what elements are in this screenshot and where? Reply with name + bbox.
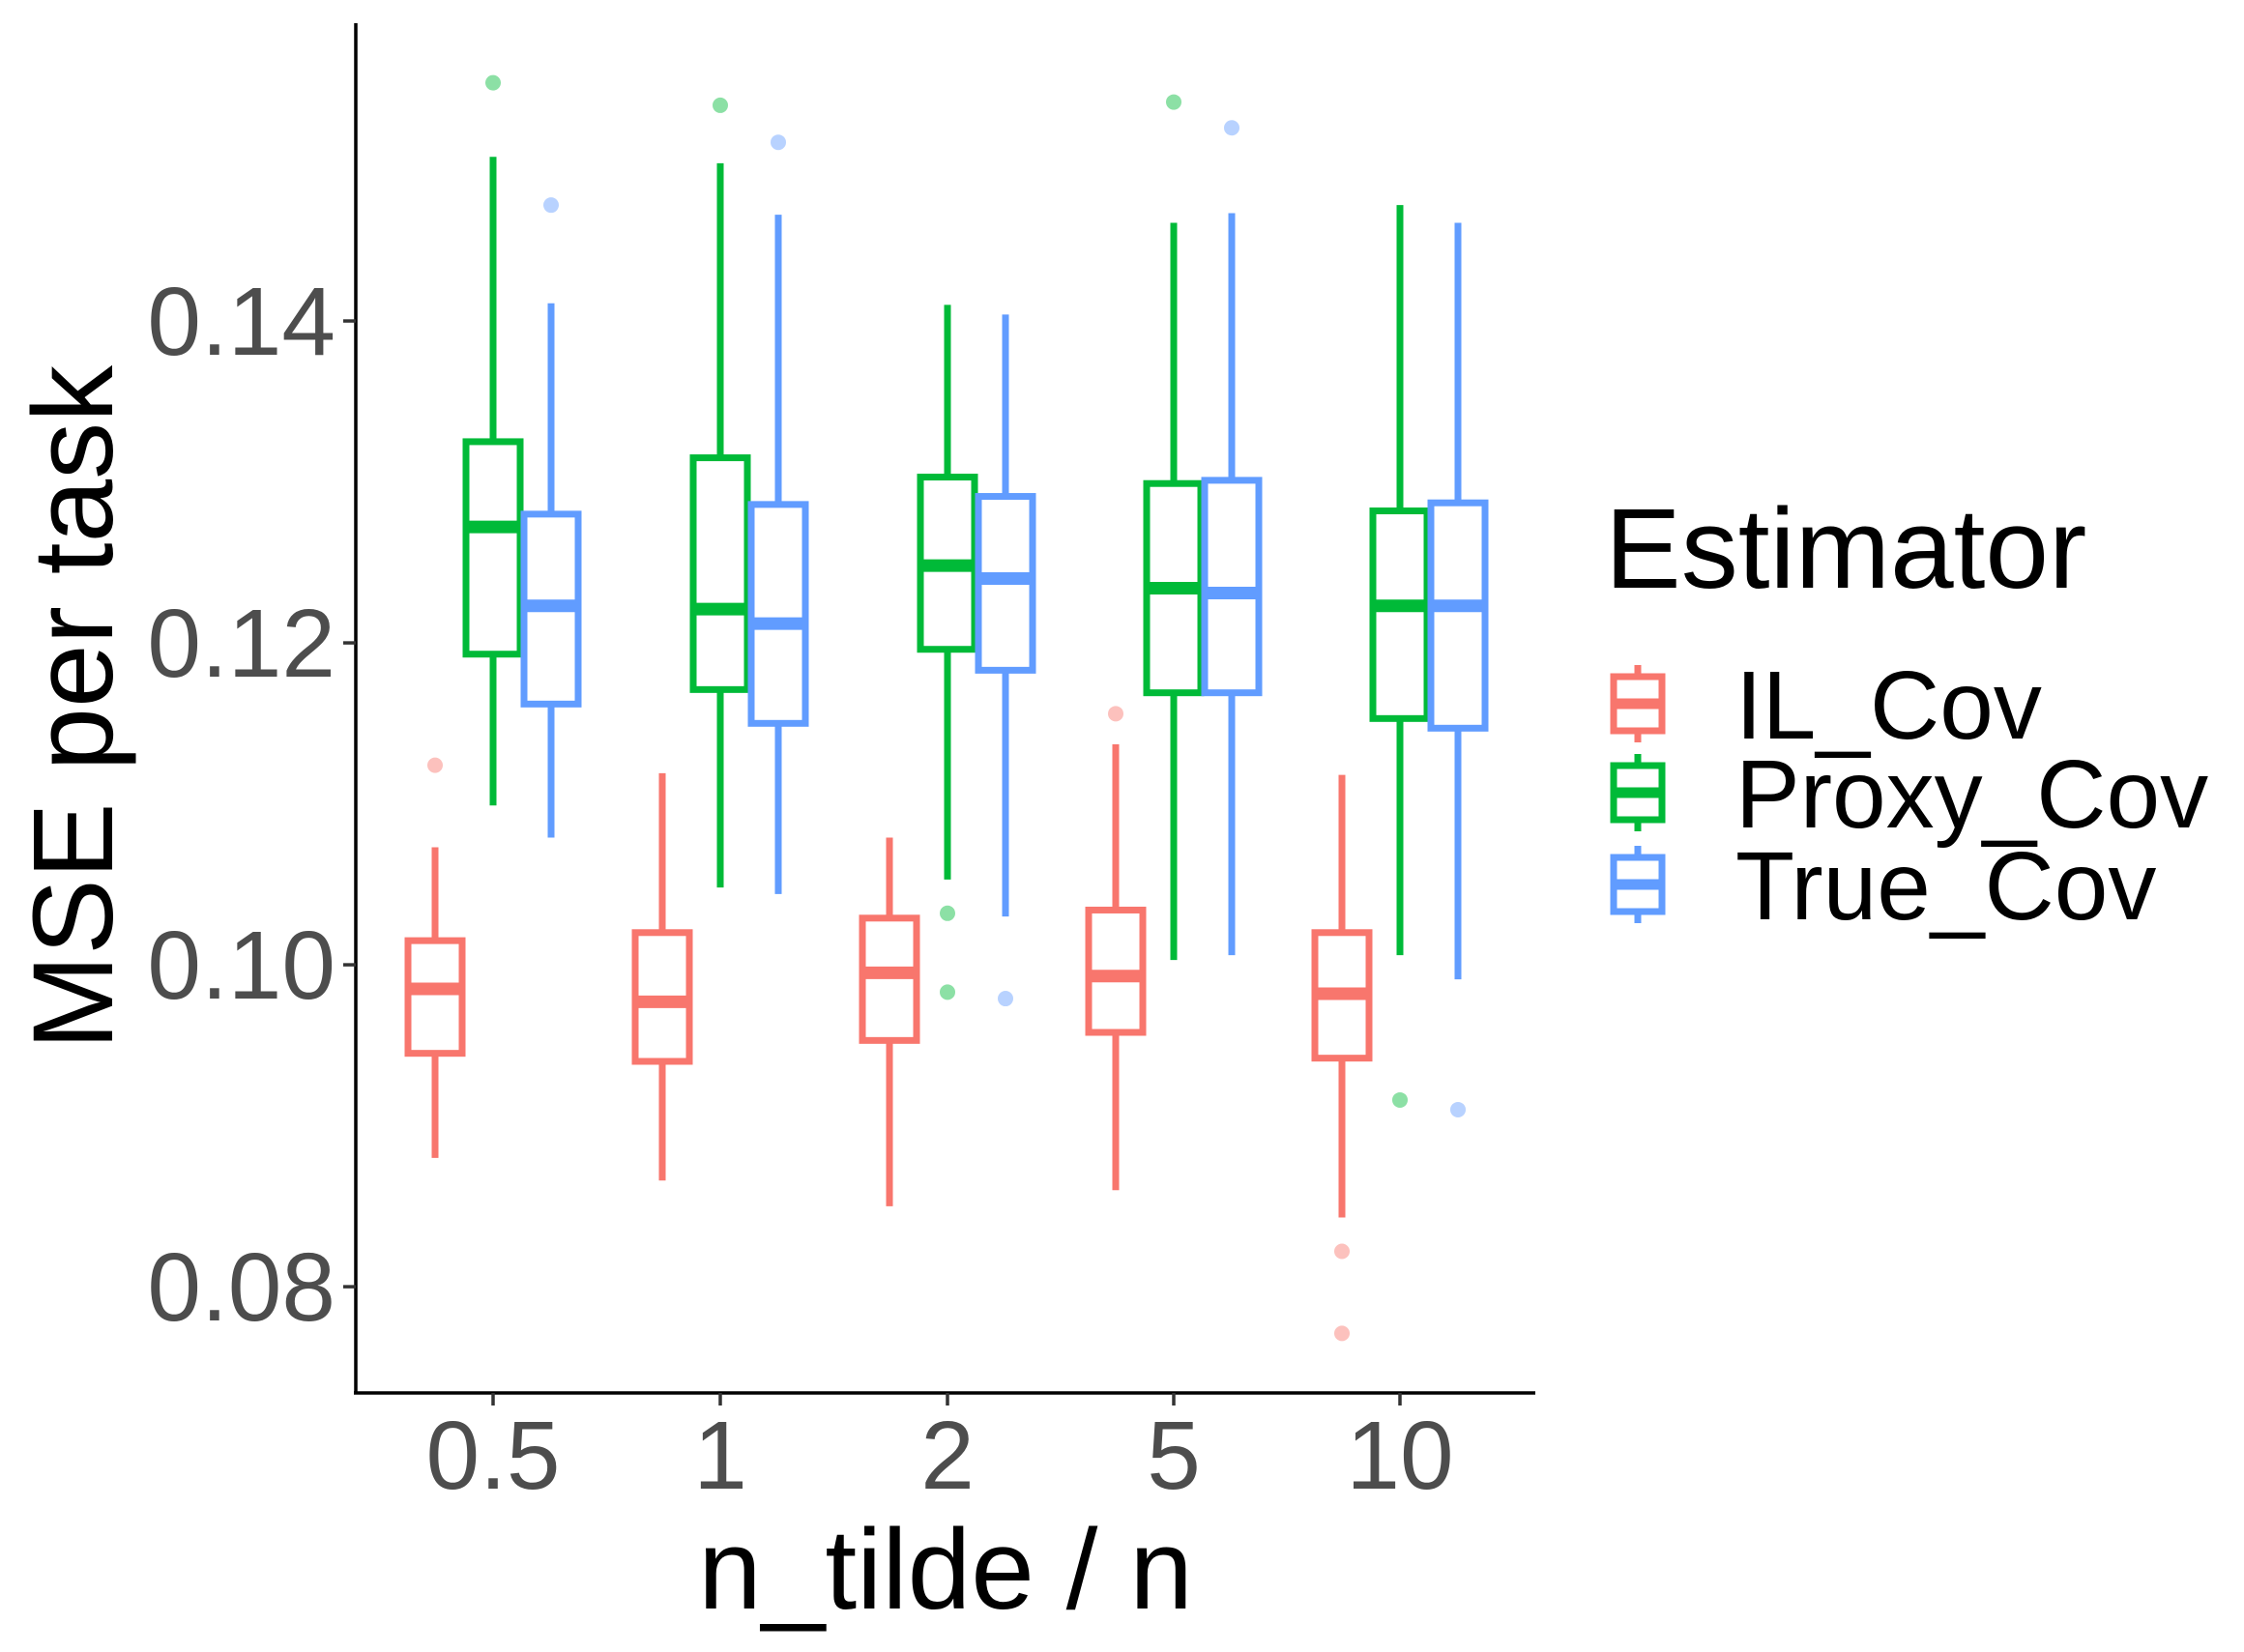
legend-label: Proxy_Cov xyxy=(1735,740,2208,849)
box-iqr xyxy=(1201,477,1263,697)
series-True_Cov xyxy=(520,120,1489,1117)
x-tick-label: 10 xyxy=(1346,1402,1453,1510)
x-tick-label: 2 xyxy=(920,1402,975,1510)
legend-item-True_Cov: True_Cov xyxy=(1610,832,2156,941)
y-tick-label: 0.12 xyxy=(147,590,335,698)
box-IL_Cov-1 xyxy=(631,772,693,1181)
x-axis-title: n_tilde / n xyxy=(698,1506,1193,1634)
box-iqr xyxy=(1369,507,1431,722)
x-tick-label: 0.5 xyxy=(425,1402,560,1510)
outlier-point xyxy=(1166,94,1181,110)
y-tick-label: 0.08 xyxy=(147,1233,335,1342)
plot-area xyxy=(404,74,1489,1342)
legend-key-True_Cov xyxy=(1610,846,1666,923)
outlier-point xyxy=(713,97,728,113)
axes: 0.08 0.10 0.12 0.14 0.5 1 2 5 10 n_tilde / n MS… xyxy=(10,23,1535,1634)
outlier-point xyxy=(1334,1325,1350,1342)
box-True_Cov-0.5 xyxy=(520,197,582,838)
outlier-point xyxy=(940,984,955,1000)
box-True_Cov-5 xyxy=(1201,120,1263,956)
box-True_Cov-2 xyxy=(975,314,1036,1007)
box-IL_Cov-5 xyxy=(1085,706,1147,1191)
box-True_Cov-1 xyxy=(747,134,809,894)
series-IL_Cov xyxy=(404,706,1373,1342)
outlier-point xyxy=(940,905,955,921)
legend-item-IL_Cov: IL_Cov xyxy=(1610,652,2042,760)
box-Proxy_Cov-2 xyxy=(917,304,978,1000)
box-iqr xyxy=(859,914,920,1044)
y-tick-label: 0.10 xyxy=(147,912,335,1020)
outlier-point xyxy=(1224,120,1239,136)
outlier-point xyxy=(485,74,501,91)
x-tick-label: 5 xyxy=(1147,1402,1201,1510)
outlier-point xyxy=(771,134,786,151)
series-Proxy_Cov xyxy=(462,74,1431,1108)
outlier-point xyxy=(543,197,559,214)
outlier-point xyxy=(1334,1243,1350,1260)
outlier-point xyxy=(1450,1101,1466,1117)
box-iqr xyxy=(1427,499,1489,732)
legend-item-Proxy_Cov: Proxy_Cov xyxy=(1610,740,2208,849)
box-iqr xyxy=(747,501,809,727)
box-IL_Cov-0.5 xyxy=(404,757,466,1158)
legend-label: IL_Cov xyxy=(1735,652,2042,760)
y-axis-title: MSE per task xyxy=(10,364,137,1050)
box-iqr xyxy=(462,438,524,658)
legend-key-IL_Cov xyxy=(1610,665,1666,742)
box-Proxy_Cov-1 xyxy=(689,97,751,888)
box-IL_Cov-10 xyxy=(1311,774,1373,1342)
outlier-point xyxy=(1392,1091,1408,1108)
box-IL_Cov-2 xyxy=(859,837,920,1206)
y-axis-ticks: 0.08 0.10 0.12 0.14 xyxy=(147,268,356,1342)
box-iqr xyxy=(689,454,751,693)
outlier-point xyxy=(1108,706,1123,722)
x-tick-label: 1 xyxy=(693,1402,747,1510)
y-tick-label: 0.14 xyxy=(147,268,335,376)
box-Proxy_Cov-10 xyxy=(1369,205,1431,1108)
legend-title: Estimator xyxy=(1605,485,2086,613)
legend-key-Proxy_Cov xyxy=(1610,754,1666,831)
legend-label: True_Cov xyxy=(1735,832,2156,941)
box-True_Cov-10 xyxy=(1427,222,1489,1117)
x-axis-ticks: 0.5 1 2 5 10 xyxy=(425,1393,1454,1510)
outlier-point xyxy=(998,991,1013,1007)
outlier-point xyxy=(427,757,443,773)
box-Proxy_Cov-5 xyxy=(1143,94,1205,961)
box-Proxy_Cov-0.5 xyxy=(462,74,524,806)
box-iqr xyxy=(404,937,466,1058)
